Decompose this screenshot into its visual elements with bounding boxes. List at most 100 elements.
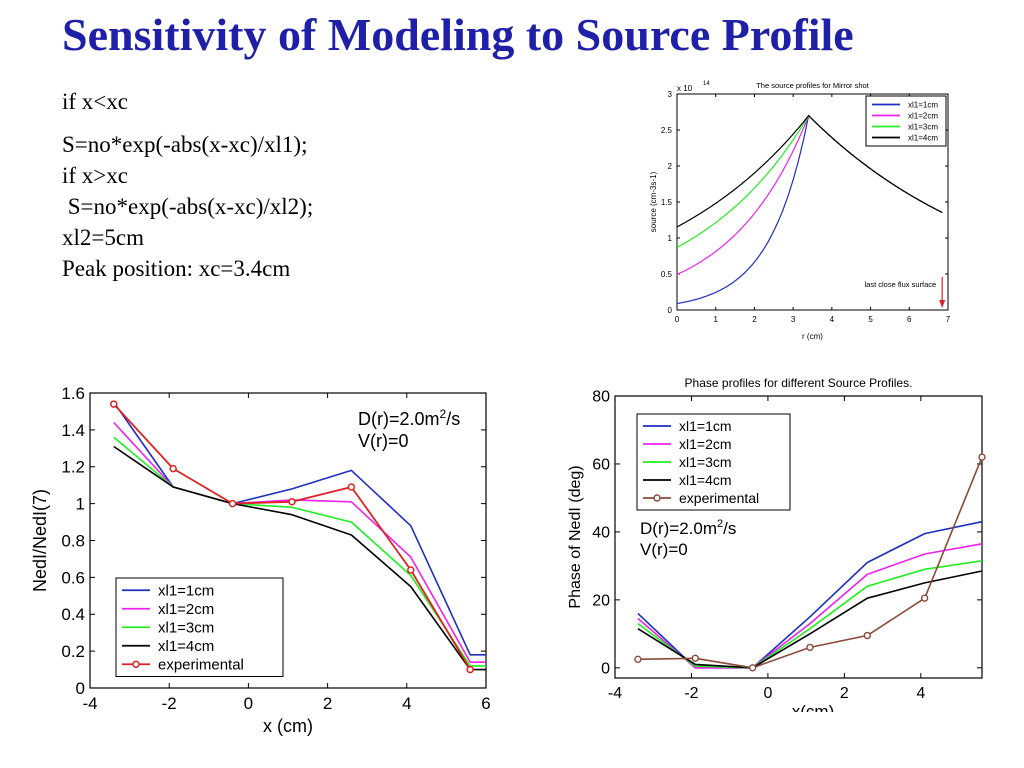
legend-label: xl1=4cm bbox=[679, 472, 732, 488]
x-tick-label: 0 bbox=[675, 315, 680, 324]
legend-marker bbox=[132, 660, 140, 668]
experimental-marker bbox=[288, 498, 296, 506]
x-tick-label: 7 bbox=[946, 315, 951, 324]
legend-label: xl1=2cm bbox=[158, 601, 214, 618]
legend-label: experimental bbox=[158, 657, 244, 674]
phase-series-line bbox=[637, 570, 983, 669]
nedl-ratio-chart: -4 -2 0 2 4 6 0 0.2 0.4 0.6 0.8 1 1.2 1.4 1.6 x (cm) Ned… bbox=[30, 384, 491, 736]
x-tick-label: -4 bbox=[608, 685, 622, 702]
x-axis-label: x(cm) bbox=[792, 702, 834, 712]
y-tick-label: 60 bbox=[592, 457, 610, 474]
plot-frame bbox=[614, 395, 983, 679]
y-tick-label: 0.6 bbox=[61, 568, 85, 587]
annotation-velocity: V(r)=0 bbox=[640, 540, 688, 559]
x-tick-label: 6 bbox=[907, 315, 912, 324]
phase-series-line bbox=[637, 543, 983, 669]
annotation-velocity: V(r)=0 bbox=[358, 431, 409, 451]
y-tick-label: 0.5 bbox=[661, 270, 673, 279]
y-tick-label: 2.5 bbox=[661, 126, 673, 135]
x-tick-label: 4 bbox=[402, 694, 411, 713]
experimental-marker bbox=[806, 643, 814, 652]
y-axis-label: source (cm-3s-1) bbox=[649, 171, 658, 232]
text-line: S=no*exp(-abs(x-xc)/xl2); bbox=[62, 194, 314, 219]
text-line: if x>xc bbox=[62, 163, 128, 188]
y-tick-label: 1 bbox=[668, 234, 673, 243]
y-axis-label: NedI/NedI(7) bbox=[30, 489, 50, 592]
x-tick-label: 2 bbox=[840, 685, 849, 702]
text-line: if x<xc bbox=[62, 89, 128, 114]
y-tick-label: 1.4 bbox=[61, 421, 85, 440]
text-line: Peak position: xc=3.4cm bbox=[62, 256, 291, 281]
x-tick-label: -4 bbox=[82, 694, 97, 713]
experimental-marker bbox=[634, 655, 642, 664]
x-tick-label: 4 bbox=[916, 685, 925, 702]
annotation-text: last close flux surface bbox=[864, 280, 936, 289]
experimental-marker bbox=[978, 453, 986, 461]
y-multiplier-label: x 10 bbox=[677, 84, 693, 93]
legend-label: xl1=3cm bbox=[679, 454, 732, 470]
x-tick-label: -2 bbox=[162, 694, 177, 713]
legend-label: xl1=1cm bbox=[908, 100, 938, 109]
x-tick-label: 5 bbox=[868, 315, 873, 324]
experimental-marker bbox=[920, 594, 929, 602]
x-tick-label: 0 bbox=[763, 685, 772, 702]
y-tick-label: 1.5 bbox=[661, 198, 673, 207]
y-multiplier-exponent: 14 bbox=[703, 81, 710, 87]
slide-title: Sensitivity of Modeling to Source Profil… bbox=[62, 9, 854, 60]
legend-label: xl1=1cm bbox=[158, 583, 214, 600]
y-axis-label: Phase of NedI (deg) bbox=[567, 465, 584, 608]
y-tick-label: 0 bbox=[668, 306, 673, 315]
y-tick-label: 80 bbox=[592, 389, 610, 406]
experimental-marker bbox=[407, 566, 415, 574]
legend-marker bbox=[653, 494, 661, 502]
annotation-arrow-head bbox=[939, 300, 946, 308]
experimental-marker bbox=[110, 400, 118, 408]
legend-label: experimental bbox=[679, 490, 759, 506]
x-tick-label: 3 bbox=[791, 315, 796, 324]
legend-label: xl1=3cm bbox=[908, 122, 938, 131]
legend-label: xl1=4cm bbox=[158, 638, 214, 655]
legend-label: xl1=4cm bbox=[908, 133, 938, 142]
y-tick-label: 2 bbox=[668, 162, 673, 171]
x-tick-label: 4 bbox=[830, 315, 835, 324]
legend-label: xl1=3cm bbox=[158, 620, 214, 637]
x-axis-label: r (cm) bbox=[802, 332, 823, 341]
phase-series-line bbox=[637, 560, 983, 669]
x-tick-label: 0 bbox=[244, 694, 253, 713]
text-line: xl2=5cm bbox=[62, 225, 144, 250]
y-tick-label: 0.8 bbox=[61, 531, 85, 550]
experimental-marker bbox=[347, 483, 356, 491]
x-tick-label: 6 bbox=[481, 694, 490, 713]
y-tick-label: 0.2 bbox=[61, 642, 85, 661]
legend-label: xl1=1cm bbox=[679, 418, 732, 434]
chart-title: The source profiles for Mirror shot bbox=[756, 81, 869, 90]
experimental-marker bbox=[691, 654, 699, 662]
legend-label: xl1=2cm bbox=[908, 111, 938, 120]
x-axis-label: x (cm) bbox=[263, 716, 313, 736]
experimental-marker bbox=[466, 665, 474, 674]
y-tick-label: 1 bbox=[76, 495, 85, 514]
experimental-marker bbox=[169, 464, 177, 473]
y-tick-label: 0 bbox=[601, 660, 610, 677]
y-tick-label: 3 bbox=[668, 90, 673, 99]
annotation-diffusion: D(r)=2.0m2/s bbox=[640, 518, 736, 538]
y-tick-label: 0 bbox=[76, 679, 85, 698]
x-tick-label: 1 bbox=[713, 315, 718, 324]
y-tick-label: 20 bbox=[592, 592, 610, 609]
source-profile-chart: 0 1 2 3 4 5 6 7 0 0.5 1 1.5 2 2.5 3 The source profiles… bbox=[649, 81, 951, 341]
legend-label: xl1=2cm bbox=[679, 436, 732, 452]
nedl-series-line bbox=[113, 445, 486, 671]
y-tick-label: 1.2 bbox=[61, 458, 85, 477]
text-line: S=no*exp(-abs(x-xc)/xl1); bbox=[62, 132, 308, 157]
y-tick-label: 1.6 bbox=[61, 384, 85, 403]
chart-title: Phase profiles for different Source Prof… bbox=[685, 376, 913, 390]
experimental-marker bbox=[228, 499, 237, 508]
x-tick-label: 2 bbox=[323, 694, 332, 713]
x-tick-label: 2 bbox=[752, 315, 757, 324]
equation-text-block: if x<xc S=no*exp(-abs(x-xc)/xl1); if x>x… bbox=[62, 86, 313, 284]
annotation-diffusion: D(r)=2.0m2/s bbox=[358, 407, 460, 429]
y-tick-label: 40 bbox=[592, 525, 610, 542]
source-series-line bbox=[676, 114, 943, 228]
experimental-marker bbox=[863, 631, 872, 640]
